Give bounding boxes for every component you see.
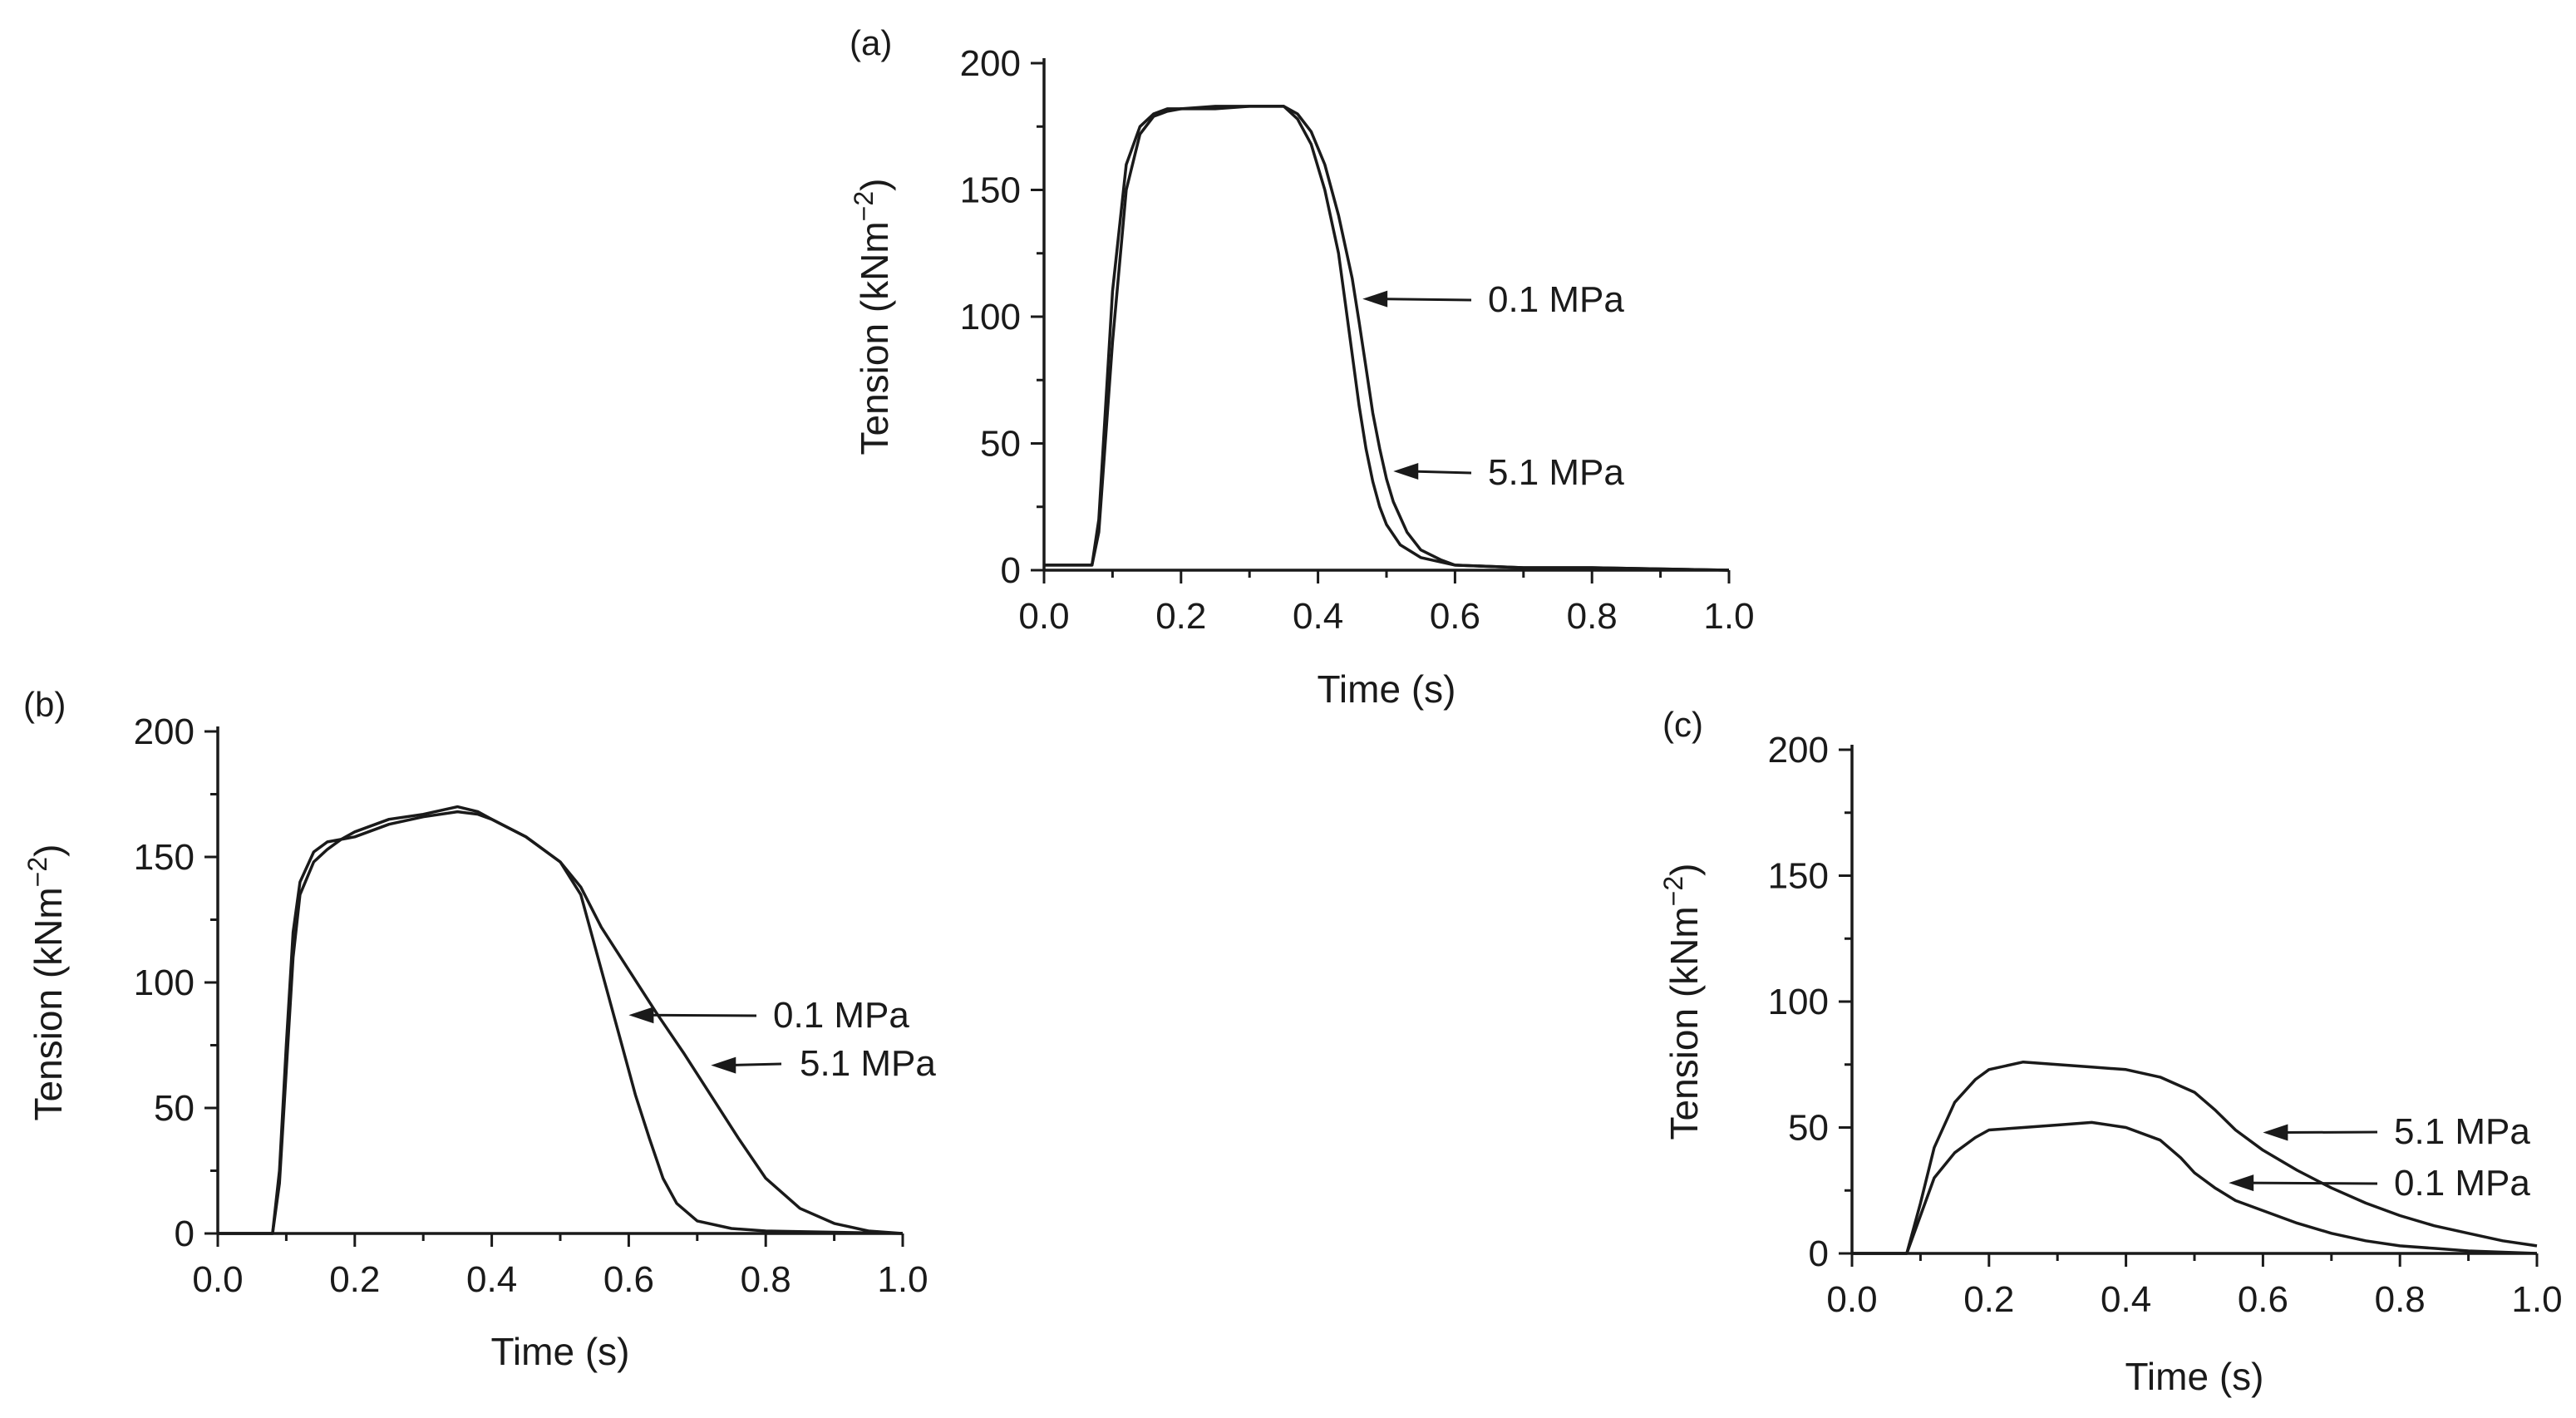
annotation-arrow-line (1379, 298, 1472, 302)
y-tick-label: 200 (1768, 730, 1829, 771)
annotation-label: 5.1 MPa (800, 1043, 936, 1084)
arrow-head-icon (1393, 463, 1419, 480)
x-tick-label: 1.0 (877, 1259, 928, 1300)
y-tick-label: 200 (134, 711, 195, 752)
annotation-label: 0.1 MPa (2394, 1163, 2530, 1204)
x-tick-label: 1.0 (1703, 596, 1754, 637)
annotation: 0.1 MPa (2229, 1163, 2530, 1204)
x-tick-label: 0.4 (2101, 1279, 2151, 1320)
annotation: 5.1 MPa (2263, 1111, 2530, 1152)
series-line-0-1-mpa (1044, 105, 1730, 572)
x-axis-title: Time (s) (491, 1330, 630, 1373)
y-tick-label: 100 (134, 963, 195, 1003)
series-line-5-1-mpa (218, 810, 904, 1235)
arrow-head-icon (2263, 1124, 2288, 1141)
x-tick-label: 0.0 (1018, 596, 1069, 637)
x-tick-label: 0.6 (1430, 596, 1480, 637)
annotation: 0.1 MPa (628, 995, 909, 1036)
x-axis-title: Time (s) (1318, 667, 1456, 711)
y-tick-label: 50 (1788, 1108, 1829, 1149)
annotation-arrow-line (727, 1062, 782, 1067)
x-tick-label: 0.0 (192, 1259, 243, 1300)
x-tick-label: 0.0 (1826, 1279, 1877, 1320)
annotation-arrow-line (645, 1013, 757, 1017)
y-tick-label: 50 (980, 424, 1021, 465)
arrow-head-icon (2229, 1174, 2254, 1192)
annotation-arrow-line (1410, 470, 1472, 475)
panel-label-a: (a) (850, 23, 892, 62)
y-tick-label: 0 (175, 1214, 195, 1254)
panel-label-c: (c) (1662, 705, 1703, 744)
y-axis-title: Tension (kNm−2) (22, 844, 70, 1120)
y-tick-label: 100 (1768, 982, 1829, 1022)
x-tick-label: 0.8 (2375, 1279, 2426, 1320)
annotation-label: 5.1 MPa (1488, 452, 1624, 493)
x-tick-label: 0.6 (603, 1259, 654, 1300)
x-tick-label: 0.8 (1567, 596, 1618, 637)
annotation: 5.1 MPa (711, 1043, 936, 1084)
annotation-label: 0.1 MPa (1488, 279, 1624, 320)
series-line-0-1-mpa (1852, 1120, 2538, 1255)
panel-label-b: (b) (23, 685, 66, 724)
x-tick-label: 0.8 (741, 1259, 791, 1300)
x-tick-label: 0.2 (329, 1259, 380, 1300)
y-axis-title: Tension (kNm−2) (1658, 863, 1706, 1140)
annotation: 5.1 MPa (1393, 452, 1624, 493)
y-tick-label: 150 (1768, 856, 1829, 897)
y-axis-title: Tension (kNm−2) (849, 178, 896, 455)
annotation-arrow-line (2245, 1181, 2378, 1185)
y-tick-label: 0 (1001, 550, 1021, 591)
x-tick-label: 0.2 (1963, 1279, 2014, 1320)
series-line-5-1-mpa (1044, 105, 1730, 572)
annotation-label: 0.1 MPa (773, 995, 909, 1036)
panel-b: (b) 0.0 0.2 0.4 0.6 0.8 1.0 0 50 100 150 200 Time (s… (22, 685, 936, 1373)
arrow-head-icon (1362, 290, 1388, 308)
y-tick-label: 100 (960, 297, 1021, 337)
series-line-5-1-mpa (1852, 1060, 2538, 1255)
annotation-label: 5.1 MPa (2394, 1111, 2530, 1152)
panel-a: (a) 0.0 0.2 0.4 0.6 0.8 1.0 0 50 100 150 200 Time (s… (849, 23, 1755, 711)
x-tick-label: 1.0 (2511, 1279, 2562, 1320)
arrow-head-icon (711, 1056, 736, 1074)
y-tick-label: 150 (134, 837, 195, 878)
x-tick-label: 0.4 (1293, 596, 1343, 637)
x-tick-label: 0.2 (1155, 596, 1206, 637)
x-axis-title: Time (s) (2125, 1355, 2264, 1398)
y-tick-label: 50 (154, 1088, 195, 1129)
x-tick-label: 0.4 (466, 1259, 517, 1300)
y-tick-label: 150 (960, 170, 1021, 211)
arrow-head-icon (628, 1007, 654, 1024)
y-tick-label: 0 (1809, 1233, 1829, 1274)
panel-c: (c) 0.0 0.2 0.4 0.6 0.8 1.0 0 50 100 150 200 Time (s… (1658, 705, 2563, 1398)
annotation-arrow-line (2279, 1130, 2378, 1135)
y-tick-label: 200 (960, 43, 1021, 84)
annotation: 0.1 MPa (1362, 279, 1624, 320)
x-tick-label: 0.6 (2238, 1279, 2288, 1320)
